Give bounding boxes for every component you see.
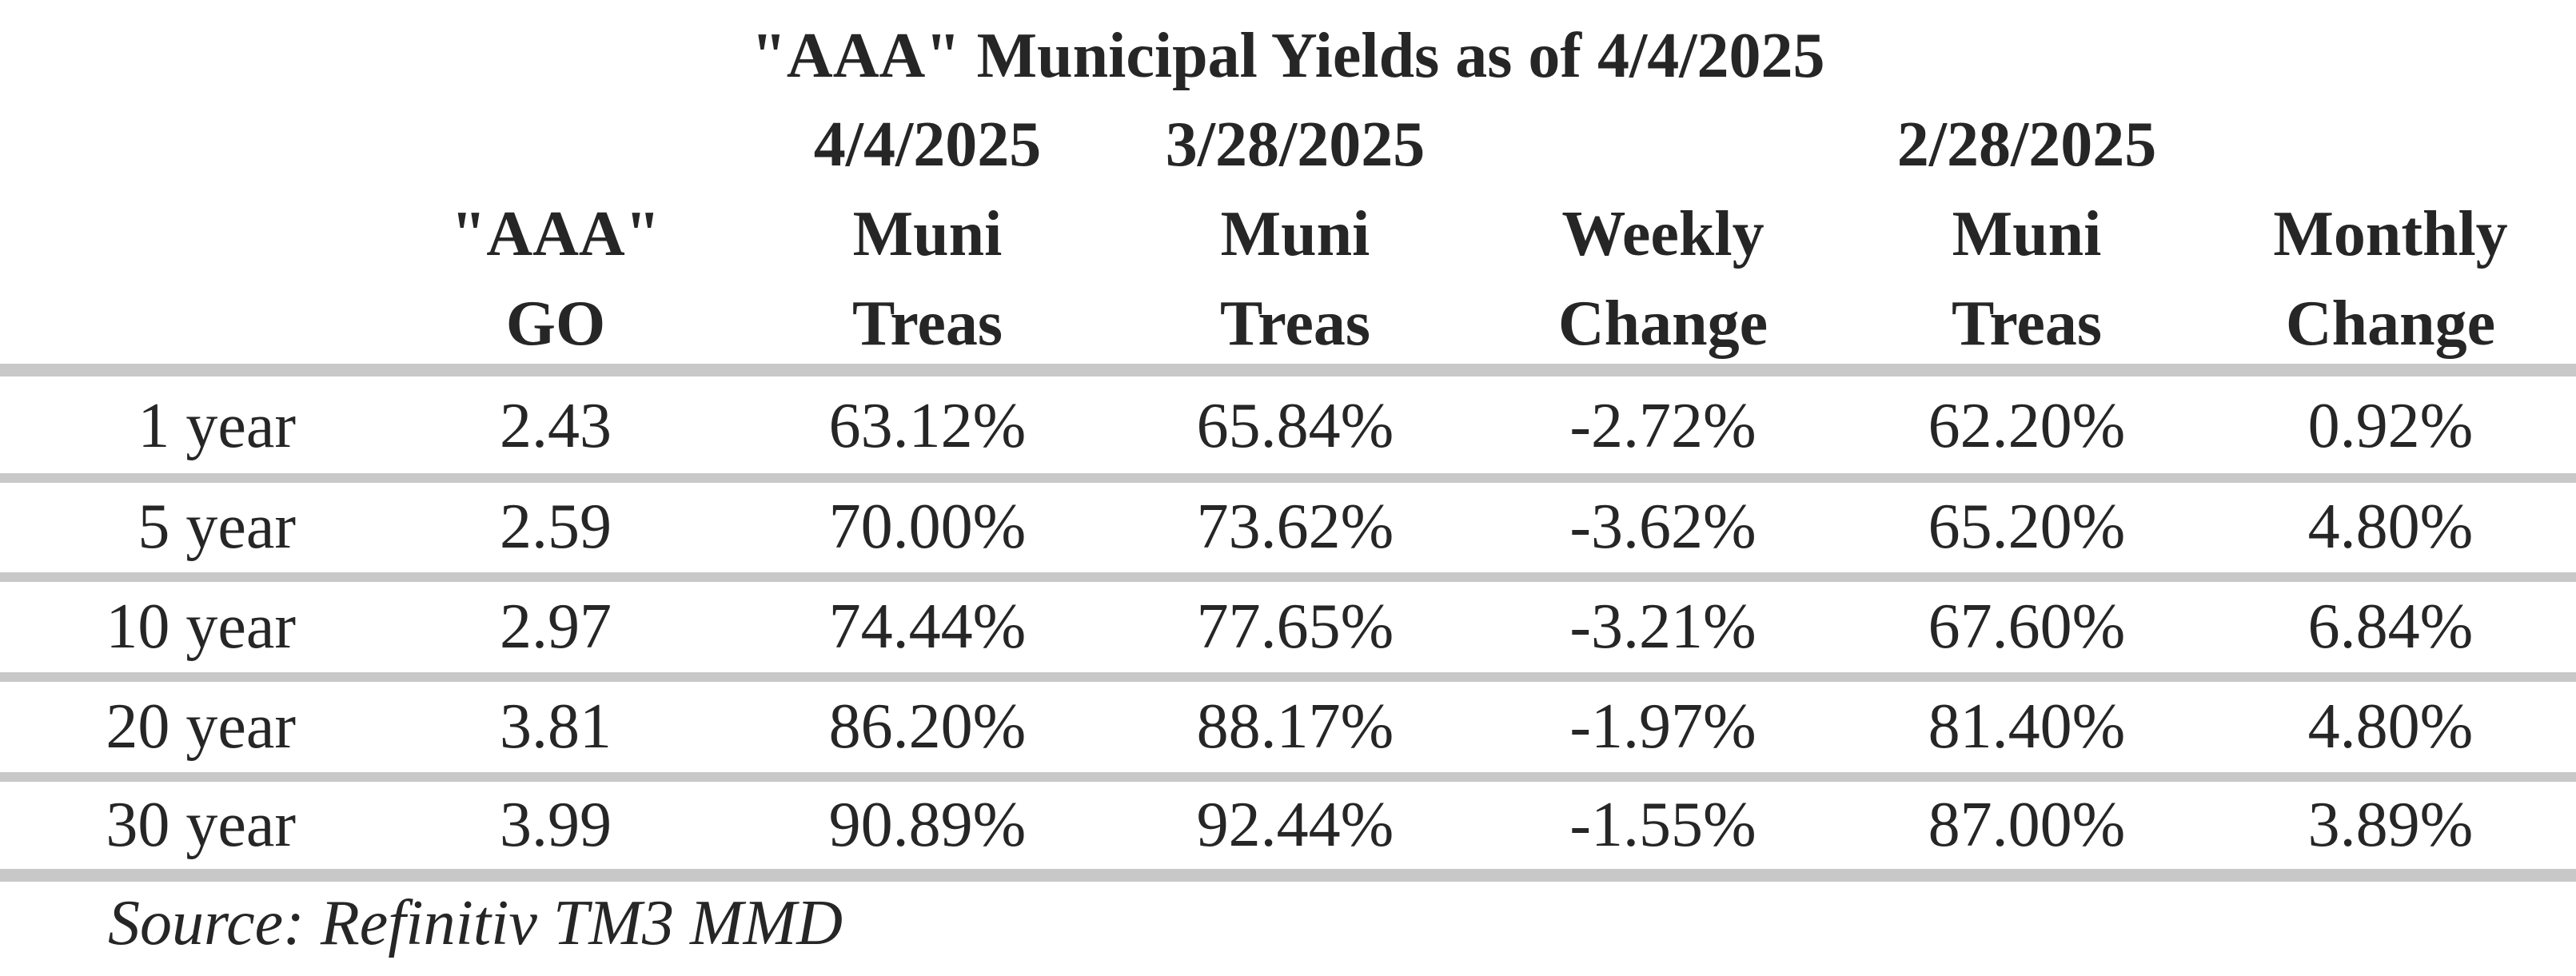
header-weekly-change-line1: Weekly — [1561, 199, 1765, 269]
header-prior-week-ratio-line2: Treas — [1219, 289, 1371, 359]
table-cell: 2.97 — [500, 592, 612, 662]
table-cell: 4.80% — [2307, 492, 2474, 562]
header-current-ratio-line2: Treas — [851, 289, 1003, 359]
table-cell: -3.21% — [1569, 592, 1757, 662]
table-cell: 0.92% — [2307, 391, 2474, 461]
table-cell: 87.00% — [1928, 790, 2126, 860]
table-cell: -2.72% — [1569, 391, 1757, 461]
row-label-5-year: 5 year — [138, 492, 296, 562]
table-cell: 77.65% — [1196, 592, 1394, 662]
row-label-10-year: 10 year — [106, 592, 296, 662]
header-aaa-go-line1: "AAA" — [450, 199, 661, 269]
table-cell: -1.55% — [1569, 790, 1757, 860]
header-date-prior-week: 3/28/2025 — [1165, 110, 1426, 180]
table-cell: 65.84% — [1196, 391, 1394, 461]
header-monthly-change-line1: Monthly — [2273, 199, 2508, 269]
table-cell: 62.20% — [1928, 391, 2126, 461]
row-divider — [0, 672, 2576, 682]
source-note: Source: Refinitiv TM3 MMD — [108, 888, 843, 958]
table-cell: 92.44% — [1196, 790, 1394, 860]
header-prior-month-ratio-line1: Muni — [1952, 199, 2102, 269]
header-aaa-go-line2: GO — [505, 289, 606, 359]
row-label-30-year: 30 year — [106, 790, 296, 860]
header-monthly-change-line2: Change — [2285, 289, 2496, 359]
header-rule — [0, 364, 2576, 376]
table-cell: 86.20% — [828, 691, 1027, 762]
header-date-prior-month: 2/28/2025 — [1896, 110, 2157, 180]
header-current-ratio-line1: Muni — [852, 199, 1003, 269]
table-title: "AAA" Municipal Yields as of 4/4/2025 — [751, 21, 1825, 91]
table-cell: 6.84% — [2307, 592, 2474, 662]
header-date-current: 4/4/2025 — [813, 110, 1042, 180]
row-label-1-year: 1 year — [138, 391, 296, 461]
table-cell: 81.40% — [1928, 691, 2126, 762]
table-cell: -3.62% — [1569, 492, 1757, 562]
header-prior-week-ratio-line1: Muni — [1220, 199, 1370, 269]
row-divider — [0, 772, 2576, 782]
header-weekly-change-line2: Change — [1557, 289, 1769, 359]
table-cell: 3.81 — [500, 691, 612, 762]
table-cell: 2.43 — [500, 391, 612, 461]
row-label-20-year: 20 year — [106, 691, 296, 762]
table-cell: 3.89% — [2307, 790, 2474, 860]
table-cell: 73.62% — [1196, 492, 1394, 562]
row-divider — [0, 473, 2576, 483]
table-cell: 63.12% — [828, 391, 1027, 461]
header-prior-month-ratio-line2: Treas — [1951, 289, 2103, 359]
table-cell: 90.89% — [828, 790, 1027, 860]
table-cell: -1.97% — [1569, 691, 1757, 762]
table-cell: 3.99 — [500, 790, 612, 860]
row-divider — [0, 572, 2576, 582]
table-bottom-rule — [0, 869, 2576, 882]
table-cell: 70.00% — [828, 492, 1027, 562]
table-cell: 67.60% — [1928, 592, 2126, 662]
table-cell: 2.59 — [500, 492, 612, 562]
table-cell: 74.44% — [828, 592, 1027, 662]
table-cell: 4.80% — [2307, 691, 2474, 762]
table-cell: 65.20% — [1928, 492, 2126, 562]
table-cell: 88.17% — [1196, 691, 1394, 762]
